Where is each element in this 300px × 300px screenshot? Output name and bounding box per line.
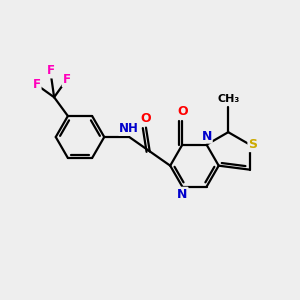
Text: N: N bbox=[201, 130, 212, 143]
Text: F: F bbox=[33, 78, 41, 91]
Text: F: F bbox=[46, 64, 54, 77]
Text: O: O bbox=[177, 105, 188, 118]
Text: S: S bbox=[248, 138, 257, 151]
Text: F: F bbox=[63, 73, 70, 86]
Text: CH₃: CH₃ bbox=[217, 94, 239, 104]
Text: O: O bbox=[141, 112, 151, 124]
Text: NH: NH bbox=[119, 122, 139, 135]
Text: N: N bbox=[177, 188, 188, 201]
